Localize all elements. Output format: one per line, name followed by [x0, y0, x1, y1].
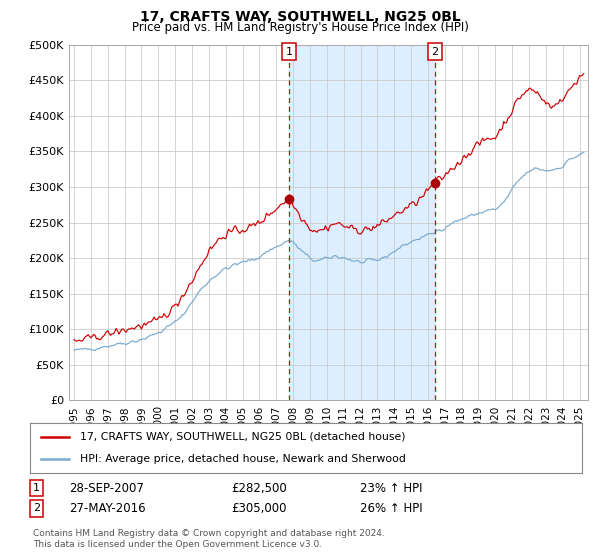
Text: 1: 1: [33, 483, 40, 493]
Text: 23% ↑ HPI: 23% ↑ HPI: [360, 482, 422, 495]
Text: 2: 2: [431, 46, 439, 57]
Text: 17, CRAFTS WAY, SOUTHWELL, NG25 0BL: 17, CRAFTS WAY, SOUTHWELL, NG25 0BL: [140, 10, 460, 24]
Text: Price paid vs. HM Land Registry's House Price Index (HPI): Price paid vs. HM Land Registry's House …: [131, 21, 469, 34]
Text: 1: 1: [286, 46, 292, 57]
Text: 28-SEP-2007: 28-SEP-2007: [69, 482, 144, 495]
Text: Contains HM Land Registry data © Crown copyright and database right 2024.
This d: Contains HM Land Registry data © Crown c…: [33, 529, 385, 549]
Text: 27-MAY-2016: 27-MAY-2016: [69, 502, 146, 515]
Text: £282,500: £282,500: [231, 482, 287, 495]
Text: 17, CRAFTS WAY, SOUTHWELL, NG25 0BL (detached house): 17, CRAFTS WAY, SOUTHWELL, NG25 0BL (det…: [80, 432, 405, 442]
Text: 2: 2: [33, 503, 40, 514]
Text: 26% ↑ HPI: 26% ↑ HPI: [360, 502, 422, 515]
Text: £305,000: £305,000: [231, 502, 287, 515]
Bar: [289, 45, 435, 400]
Text: HPI: Average price, detached house, Newark and Sherwood: HPI: Average price, detached house, Newa…: [80, 454, 406, 464]
